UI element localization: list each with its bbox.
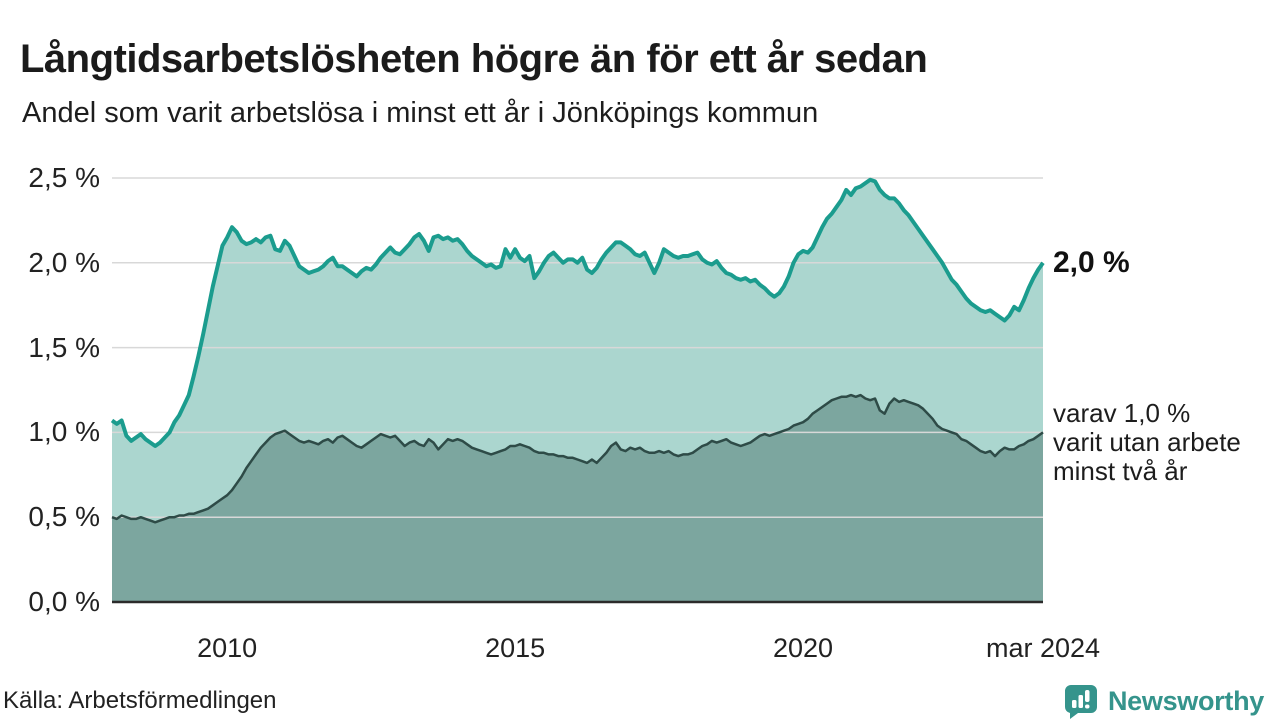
x-tick-label: 2015	[485, 633, 546, 663]
y-tick-label: 2,0 %	[28, 246, 100, 278]
newsworthy-logo-text: Newsworthy	[1107, 685, 1264, 716]
y-tick-label: 2,5 %	[28, 162, 100, 193]
page-title: Långtidsarbetslösheten högre än för ett …	[20, 36, 928, 81]
x-tick-label: 2010	[197, 633, 258, 663]
last-value-label: 2,0 %	[1053, 245, 1130, 279]
newsworthy-logo: Newsworthy	[1062, 682, 1264, 720]
y-tick-label: 0,0 %	[28, 586, 100, 617]
x-tick-label: mar 2024	[985, 633, 1101, 663]
y-tick-label: 1,0 %	[28, 416, 100, 448]
x-tick-label: 2020	[773, 633, 834, 663]
y-tick-label: 0,5 %	[28, 501, 100, 533]
y-tick-label: 1,5 %	[28, 331, 100, 363]
source-note: Källa: Arbetsförmedlingen	[3, 687, 277, 714]
newsworthy-logo-icon	[1064, 685, 1097, 719]
series2-annotation: varav 1,0 % varit utan arbete minst två …	[1053, 398, 1241, 487]
chart-subtitle: Andel som varit arbetslösa i minst ett å…	[22, 97, 819, 129]
